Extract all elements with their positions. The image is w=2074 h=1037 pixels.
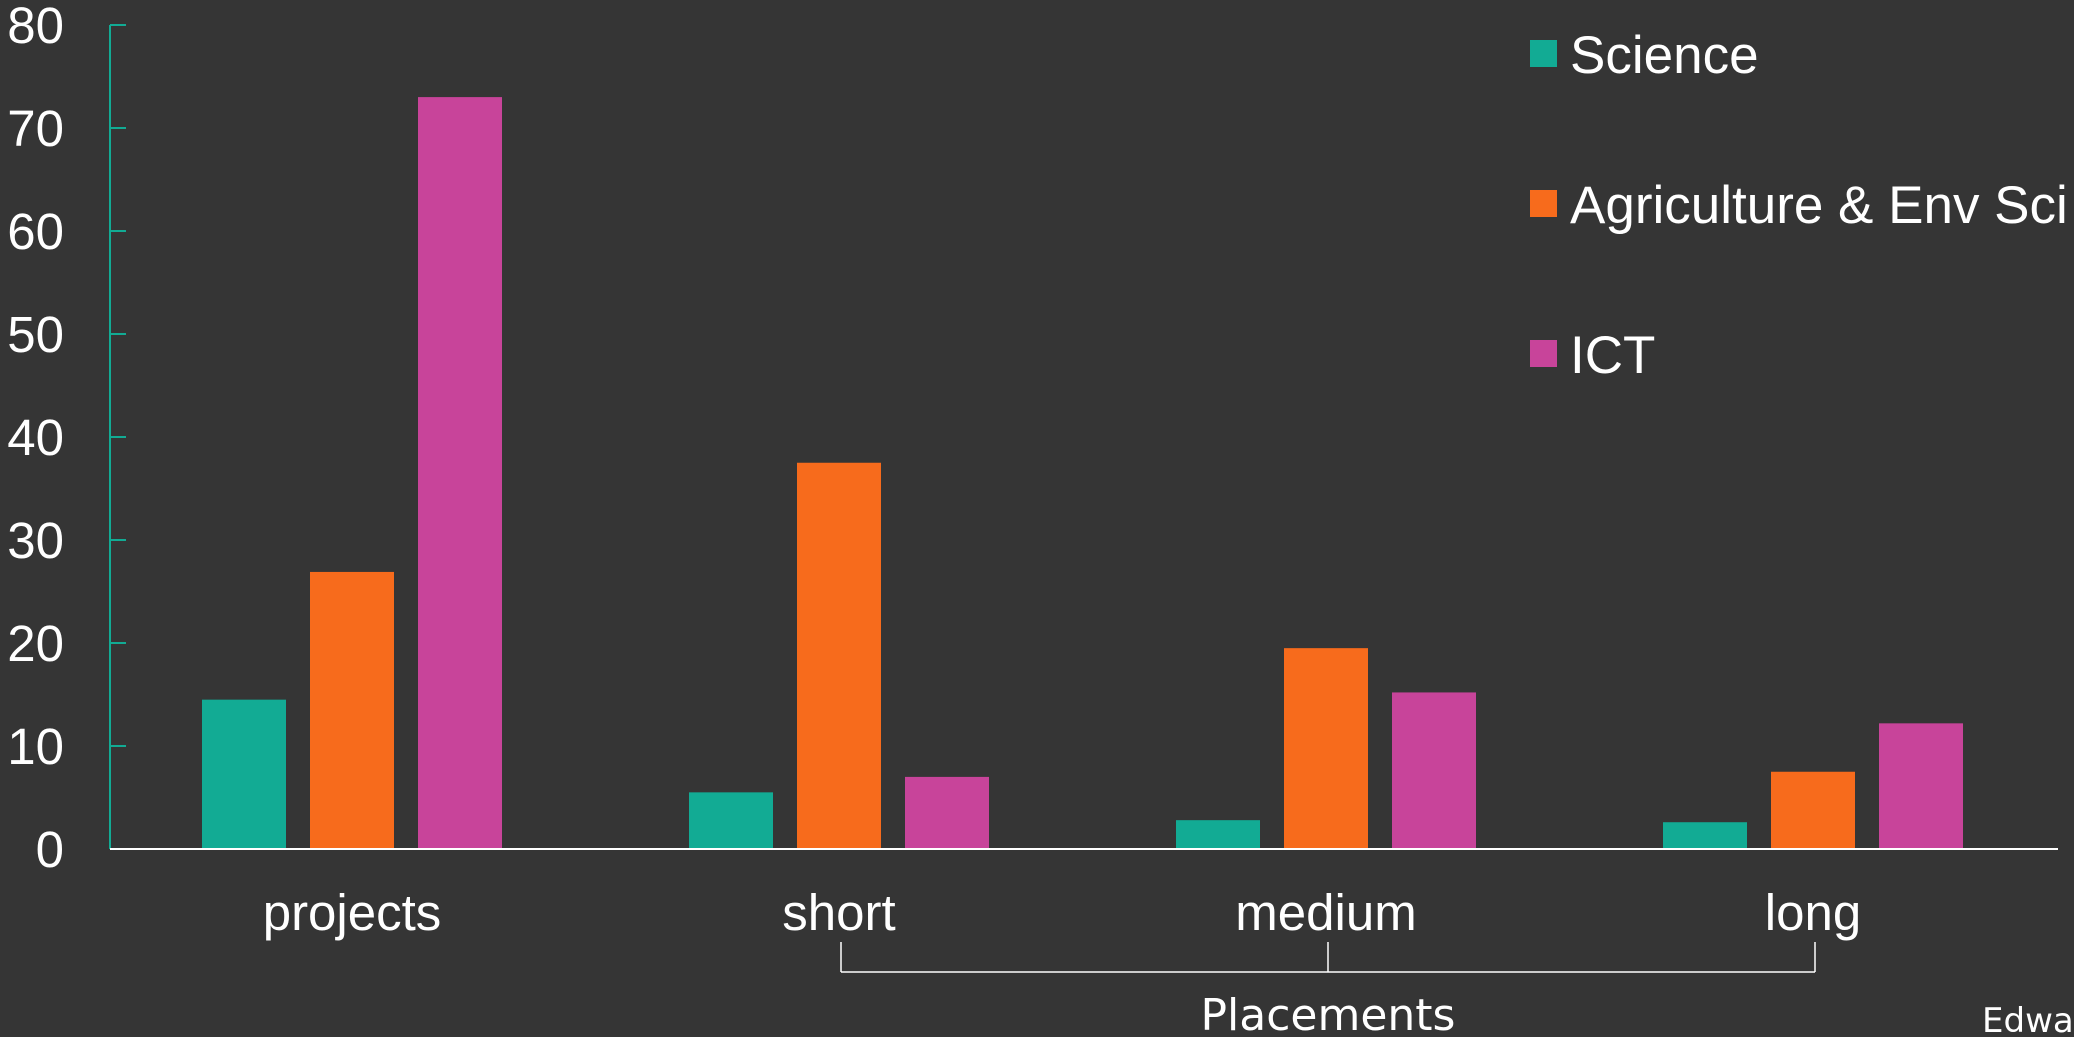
y-tick-label: 80	[7, 0, 64, 54]
bar	[1663, 822, 1747, 849]
legend-swatch	[1530, 190, 1557, 217]
legend-swatch	[1530, 340, 1557, 367]
y-tick-label: 40	[7, 409, 64, 466]
bracket-label: Placements	[1201, 990, 1456, 1037]
y-tick-label: 60	[7, 203, 64, 260]
placements-bracket: Placements	[840, 942, 1816, 1037]
bar	[202, 699, 286, 849]
bar	[1879, 723, 1963, 849]
y-tick-label: 10	[7, 718, 64, 775]
legend-label: ICT	[1570, 326, 1655, 385]
bar	[418, 97, 502, 850]
bars	[202, 97, 1963, 850]
x-category-label: long	[1765, 884, 1861, 941]
y-axis: 0 10 20 30 40 50 60 70 80	[7, 0, 126, 878]
y-tick-label: 0	[36, 821, 64, 878]
y-tick-label: 30	[7, 512, 64, 569]
bar	[905, 776, 989, 849]
legend: Science Agriculture & Env Sci ICT	[1530, 26, 2068, 385]
legend-label: Agriculture & Env Sci	[1570, 176, 2068, 235]
y-tick-label: 50	[7, 306, 64, 363]
y-tick-label: 70	[7, 100, 64, 157]
x-category-label: medium	[1235, 884, 1416, 941]
bar	[1284, 648, 1368, 849]
y-tick-label: 20	[7, 615, 64, 672]
legend-label: Science	[1570, 26, 1759, 85]
x-axis: projects short medium long	[110, 848, 2058, 941]
x-category-label: short	[782, 884, 895, 941]
legend-swatch	[1530, 40, 1557, 67]
bar	[1771, 771, 1855, 849]
bar	[689, 792, 773, 849]
bar	[310, 571, 394, 849]
bar	[1392, 692, 1476, 849]
x-category-label: projects	[263, 884, 442, 941]
corner-text: Edwa	[1982, 1001, 2074, 1037]
bar	[797, 462, 881, 849]
bar	[1176, 820, 1260, 849]
